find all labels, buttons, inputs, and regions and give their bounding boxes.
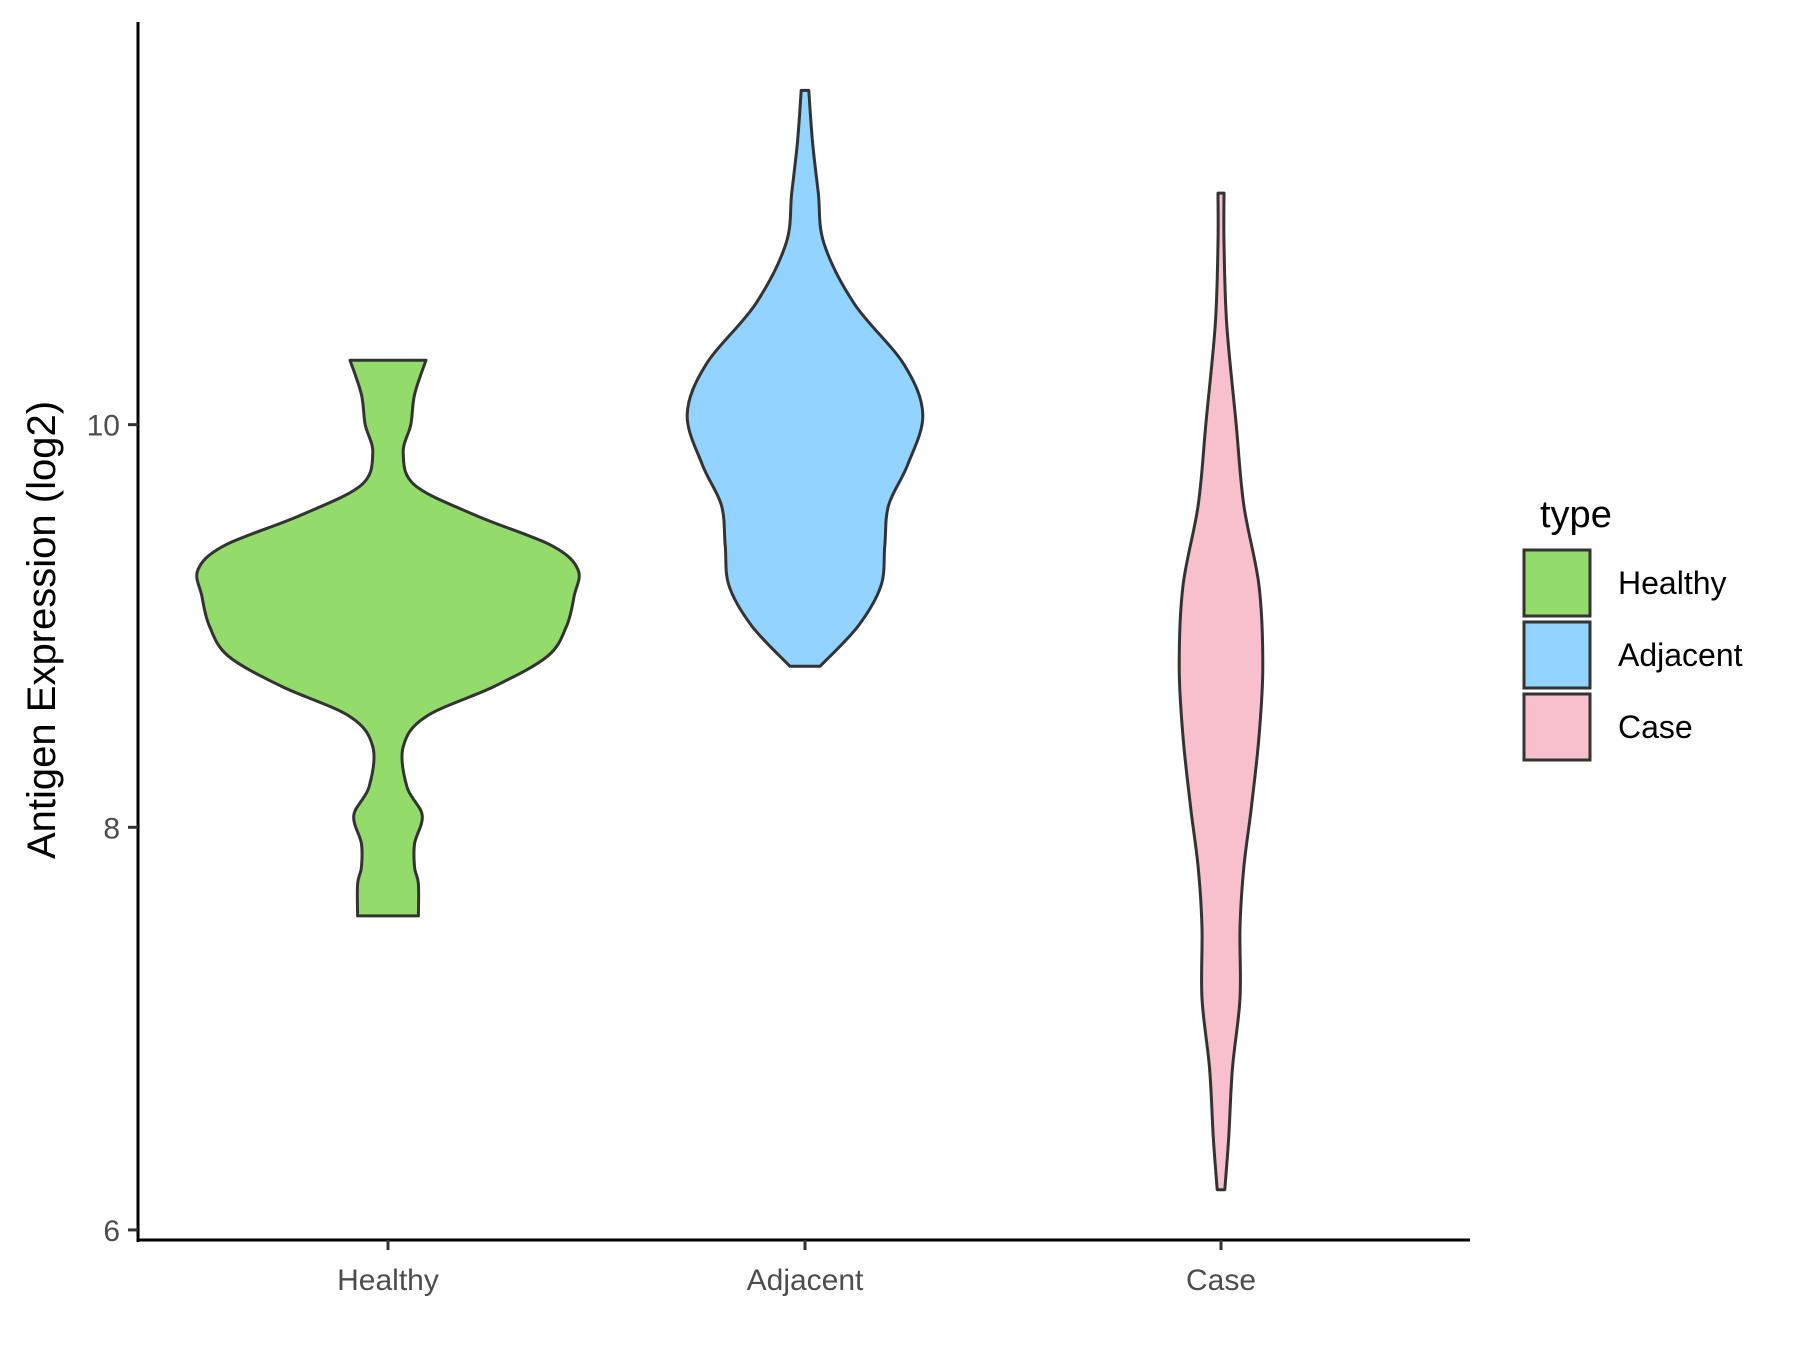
legend: type Healthy Adjacent Case	[1522, 494, 1743, 762]
violin-healthy	[195, 358, 581, 918]
violin-adjacent	[685, 88, 925, 668]
violins-layer	[195, 88, 1265, 1192]
x-tick-label-adjacent: Adjacent	[747, 1264, 864, 1297]
x-tick-label-healthy: Healthy	[337, 1264, 439, 1297]
legend-swatch-case	[1522, 692, 1592, 762]
violin-case	[1177, 191, 1265, 1192]
legend-title: type	[1540, 494, 1612, 536]
legend-label-case: Case	[1618, 709, 1693, 745]
x-ticks-layer: Healthy Adjacent Case	[337, 1240, 1256, 1297]
y-tick-label: 8	[103, 812, 120, 845]
legend-label-adjacent: Adjacent	[1618, 637, 1743, 673]
x-tick-label-case: Case	[1186, 1264, 1256, 1297]
legend-label-healthy: Healthy	[1618, 565, 1727, 601]
y-tick-label: 10	[87, 410, 120, 443]
legend-swatch-adjacent	[1522, 620, 1592, 690]
y-axis-title: Antigen Expression (log2)	[20, 401, 64, 859]
legend-entries: Healthy Adjacent Case	[1522, 548, 1743, 762]
legend-swatch-healthy	[1522, 548, 1592, 618]
y-ticks-layer: 6 8 10	[87, 410, 138, 1248]
y-tick-label: 6	[103, 1215, 120, 1248]
